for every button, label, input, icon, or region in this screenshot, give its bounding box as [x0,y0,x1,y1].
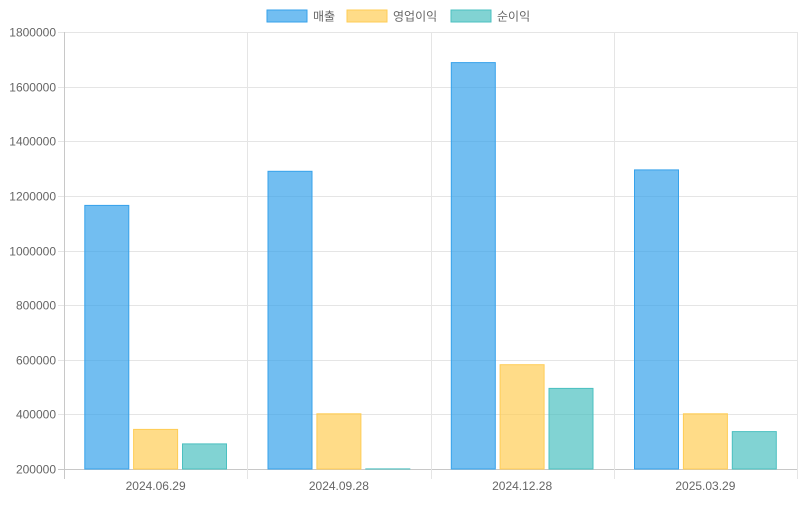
grid-lines [58,32,798,479]
bar-revenue [635,170,679,469]
x-tick-label: 2024.09.28 [309,479,369,493]
y-tick-label: 1800000 [9,26,56,40]
legend-swatch [451,10,491,22]
bar-revenue [451,63,495,469]
x-tick-label: 2025.03.29 [675,479,735,493]
legend-label: 영업이익 [393,10,437,24]
bar-operating-profit [683,414,727,469]
y-tick-label: 1600000 [9,81,56,95]
bar-net-profit [732,432,776,469]
y-tick-label: 600000 [16,354,56,368]
bar-operating-profit [500,365,544,469]
bar-revenue [85,205,129,469]
y-tick-label: 200000 [16,463,56,477]
legend-swatch [347,10,387,22]
bar-revenue [268,171,312,469]
y-tick-label: 1200000 [9,190,56,204]
y-tick-label: 400000 [16,408,56,422]
y-tick-label: 800000 [16,299,56,313]
legend: 매출 영업이익 순이익 [267,10,530,24]
bar-net-profit [549,388,593,469]
legend-swatch [267,10,307,22]
legend-label: 순이익 [497,10,530,24]
bar-operating-profit [134,429,178,469]
bar-net-profit [183,444,227,469]
bars [85,63,777,469]
x-tick-label: 2024.06.29 [126,479,186,493]
y-tick-label: 1400000 [9,135,56,149]
legend-label: 매출 [313,10,335,24]
y-tick-label: 1000000 [9,245,56,259]
x-tick-label: 2024.12.28 [492,479,552,493]
bar-operating-profit [317,414,361,469]
